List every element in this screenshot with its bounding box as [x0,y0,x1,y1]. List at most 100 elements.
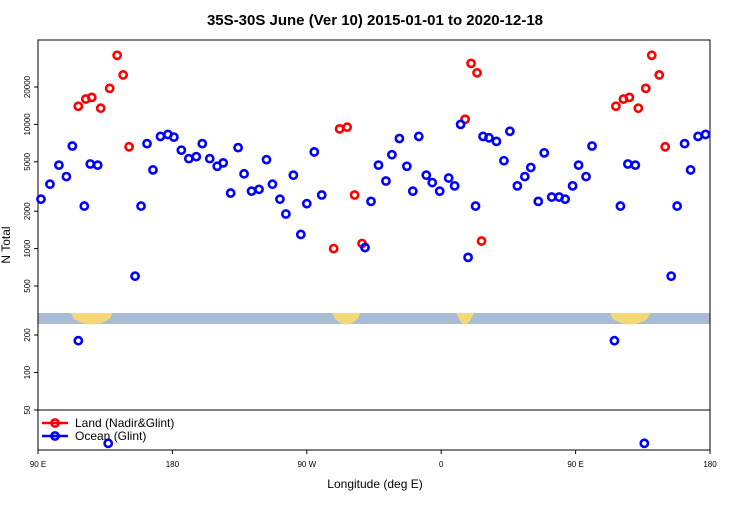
land-point-7 [124,141,134,152]
plot-area: 500 1000 2000 5000 10000 20000 50 100 200 90 E 180… [23,39,717,469]
land-point-16 [476,236,487,246]
ocean-point-46 [413,131,424,142]
ocean-point-29 [261,154,272,165]
y-tick-label-500: 500 [23,279,32,293]
ocean-point-68 [567,180,578,191]
ocean-point-34 [295,229,306,240]
ocean-point-79 [679,138,690,149]
ocean-point-56 [484,132,494,143]
land-band-3 [609,313,651,325]
ocean-point-9 [103,438,114,449]
ocean-point-24 [225,188,236,198]
ocean-point-38 [360,242,370,253]
ocean-point-19 [191,151,202,162]
ocean-point-54 [470,201,481,211]
x-tick-label-1: 180 [166,460,180,469]
ocean-point-31 [275,194,285,205]
ocean-point-78 [672,201,683,211]
ocean-point-53 [463,252,473,263]
ocean-point-40 [373,160,384,171]
y-tick-label-200: 200 [23,328,32,342]
ocean-point-13 [148,165,158,175]
ocean-point-69 [573,160,584,171]
ocean-point-65 [546,192,557,202]
land-band-2 [456,313,475,325]
legend-label-0: Land (Nadir&Glint) [75,416,174,430]
land-point-8 [328,243,339,254]
ocean-point-82 [700,129,711,140]
ocean-point-32 [280,209,291,219]
chart-title: 35S-30S June (Ver 10) 2015-01-01 to 2020… [207,12,543,29]
ocean-point-43 [394,133,405,144]
ocean-point-62 [525,162,536,173]
ocean-point-45 [407,186,418,197]
ocean-point-71 [587,141,597,151]
ocean-point-41 [381,176,391,186]
ocean-point-16 [168,132,179,143]
ocean-point-10 [130,271,140,282]
ocean-point-73 [615,201,626,211]
x-tick-label-2: 90 W [297,460,316,469]
land-point-4 [104,83,115,94]
ocean-point-2 [54,160,64,171]
y-tick-label-100: 100 [23,365,32,379]
land-band-1 [332,313,361,325]
land-point-3 [95,103,106,114]
y-tick-label-20000: 20000 [23,75,32,98]
ocean-point-76 [639,438,650,449]
ocean-point-44 [401,161,412,172]
land-point-19 [624,92,635,103]
ocean-point-64 [539,147,550,158]
land-point-23 [654,70,665,80]
ocean-point-58 [499,155,509,166]
x-tick-label-3: 0 [439,460,444,469]
ocean-point-48 [427,177,438,188]
y-axis-label: N Total [0,226,13,263]
land-band-0 [70,313,113,325]
ocean-point-35 [301,198,312,209]
ocean-point-11 [136,201,146,211]
x-tick-label-0: 90 E [30,460,46,469]
ocean-point-67 [560,194,571,205]
x-tick-label-5: 180 [703,460,717,469]
land-point-2 [86,92,97,103]
y-tick-label-50: 50 [23,405,32,414]
y-tick-label-1000: 1000 [23,239,32,257]
ocean-point-52 [455,119,466,130]
ocean-point-28 [254,184,264,195]
x-tick-label-4: 90 E [567,460,583,469]
y-tick-label-5000: 5000 [23,152,32,170]
land-point-11 [349,190,360,200]
land-point-20 [633,103,644,114]
ocean-point-33 [288,170,299,181]
land-point-10 [342,122,353,133]
ocean-point-75 [630,160,641,171]
ocean-point-36 [309,147,320,157]
ocean-point-51 [449,180,460,191]
ocean-point-30 [267,179,278,190]
ocean-point-80 [685,165,696,175]
ocean-point-3 [61,171,72,182]
ocean-point-6 [79,201,90,211]
legend-label-1: Ocean (Glint) [75,429,146,443]
ocean-point-70 [581,171,591,182]
ocean-point-1 [45,179,55,190]
ocean-point-57 [491,136,502,147]
ocean-point-81 [693,131,703,142]
land-point-5 [112,50,123,61]
plot-frame [37,39,711,451]
ocean-point-5 [73,335,84,346]
ocean-point-18 [183,153,194,164]
ocean-point-27 [246,186,257,197]
ocean-point-50 [443,173,454,183]
ocean-point-4 [67,141,78,151]
x-axis-label: Longitude (deg E) [327,477,422,491]
ocean-band [38,313,710,324]
ocean-point-14 [155,131,166,142]
legend-marker-0 [50,418,60,428]
ocean-point-25 [233,142,244,153]
ocean-point-61 [519,171,530,182]
legend-marker-1 [50,431,60,441]
